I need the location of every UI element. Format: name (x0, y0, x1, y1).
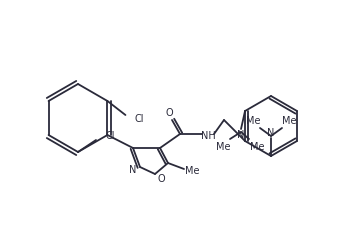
Text: Me: Me (185, 166, 199, 176)
Text: Cl: Cl (135, 114, 144, 124)
Text: Cl: Cl (105, 131, 115, 141)
Text: Me: Me (246, 116, 260, 126)
Text: N: N (237, 130, 245, 140)
Text: O: O (165, 108, 173, 118)
Text: N: N (129, 165, 137, 175)
Text: Me: Me (250, 142, 264, 152)
Text: Me: Me (282, 116, 296, 126)
Text: NH: NH (201, 131, 215, 141)
Text: Me: Me (216, 142, 230, 152)
Text: N: N (267, 128, 275, 138)
Text: O: O (157, 174, 165, 184)
